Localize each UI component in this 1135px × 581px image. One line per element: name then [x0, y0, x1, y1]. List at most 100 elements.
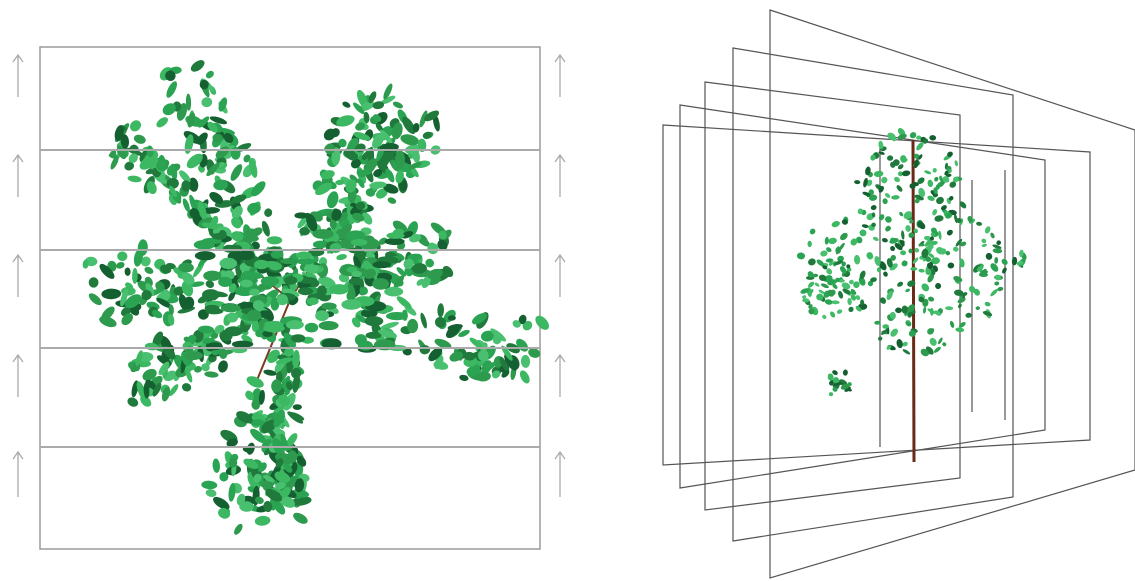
arrow [13, 355, 23, 397]
leaf [882, 238, 889, 243]
leaf [304, 265, 319, 273]
leaf [277, 294, 288, 305]
leaf [263, 324, 285, 332]
leaf [299, 227, 310, 235]
leaf [828, 392, 833, 397]
leaf [284, 276, 297, 284]
leaf [286, 320, 304, 329]
leaf [975, 306, 980, 311]
leaf [976, 221, 982, 226]
leaf [901, 230, 905, 240]
slice-planes [663, 10, 1135, 578]
leaf [245, 229, 258, 241]
leaf [923, 306, 927, 313]
leaf [984, 301, 991, 307]
leaf [341, 100, 351, 109]
leaf [395, 294, 414, 311]
leaf [194, 240, 215, 250]
leaf [948, 262, 955, 268]
leaf [395, 150, 405, 169]
leaf [384, 287, 403, 297]
leaf [181, 382, 193, 393]
leaf [296, 252, 312, 260]
leaf [985, 252, 993, 260]
leaf [228, 162, 244, 182]
leaf [351, 239, 368, 246]
leaf [821, 314, 827, 320]
leaf [335, 113, 356, 128]
leaf [189, 58, 207, 74]
leaf [358, 341, 373, 351]
perspective-panel [663, 10, 1135, 578]
leaf [263, 207, 273, 218]
leaf [164, 80, 179, 100]
leaf [927, 179, 934, 187]
leaf [254, 260, 269, 270]
leaf [201, 480, 218, 490]
leaf [87, 291, 104, 307]
leaf [938, 230, 942, 239]
leaf [127, 175, 142, 183]
leaf [291, 510, 309, 526]
leaf [843, 369, 849, 376]
leaf [349, 278, 364, 285]
leaf [212, 458, 221, 473]
leaf [889, 327, 900, 338]
leaf [918, 269, 925, 273]
leaf [882, 271, 888, 278]
leaf [1011, 257, 1017, 266]
arrow [13, 55, 23, 97]
leaf [298, 287, 313, 295]
leaf [949, 320, 955, 328]
leaf [965, 312, 972, 318]
leaf [247, 310, 261, 321]
leaf [89, 277, 99, 287]
leaf [291, 334, 305, 342]
leaf [201, 97, 213, 108]
slice-plane [733, 48, 1013, 541]
arrow [555, 355, 565, 397]
leaf [518, 369, 532, 385]
leaf [271, 250, 283, 258]
leaf [307, 297, 319, 305]
leaf [873, 170, 883, 177]
leaf [910, 267, 917, 271]
leaf [372, 278, 389, 290]
leaf [220, 258, 238, 269]
leaf [433, 360, 450, 372]
leaf [932, 168, 937, 173]
leaf [882, 198, 888, 205]
leaf [240, 280, 253, 288]
leaf [216, 506, 232, 521]
leaf [884, 215, 893, 224]
arrow [555, 255, 565, 297]
leaf [212, 233, 227, 240]
leaf [267, 236, 282, 244]
leaf [796, 252, 805, 260]
leaf [218, 277, 232, 287]
leaf [839, 231, 850, 241]
leaf [238, 250, 255, 260]
leaf [254, 515, 271, 527]
leaf [994, 274, 1002, 282]
leaf [387, 196, 398, 205]
illustration [0, 0, 1135, 581]
leaf [115, 261, 125, 270]
leaf [317, 285, 327, 296]
leaf [261, 276, 279, 286]
leaf [269, 262, 282, 270]
leaf [155, 115, 170, 129]
leaf [126, 396, 140, 409]
leaf [884, 192, 891, 199]
leaf [203, 271, 221, 281]
leaf [204, 69, 215, 80]
leaf [836, 309, 843, 315]
leaf [854, 255, 861, 265]
leaf [245, 374, 266, 390]
leaf [221, 304, 241, 313]
top-view-panel [13, 47, 565, 549]
leaf [905, 288, 911, 293]
leaf [325, 190, 340, 210]
leaf [931, 208, 938, 216]
leaf [989, 262, 1000, 273]
